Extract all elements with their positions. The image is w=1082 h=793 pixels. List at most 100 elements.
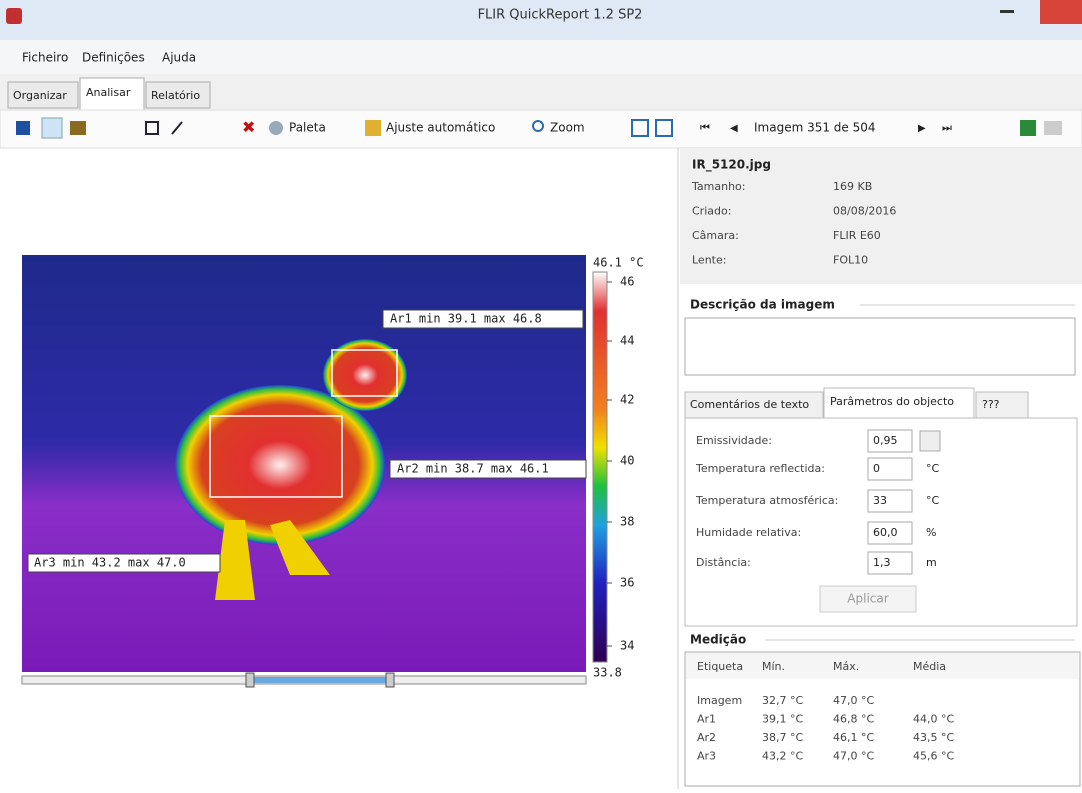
area-ar2[interactable] xyxy=(209,415,343,498)
pointer-tool[interactable] xyxy=(41,117,63,139)
line-tool[interactable] xyxy=(171,121,183,135)
palette-icon[interactable] xyxy=(269,121,283,135)
param-label: Distância: xyxy=(696,556,751,569)
box-tool[interactable] xyxy=(145,121,159,135)
tab-active[interactable] xyxy=(823,387,975,419)
table-cell: 47,0 °C xyxy=(833,750,874,763)
measurement-rows: Etiqueta Mín. Máx. Média Imagem 32,7 °C 47,0 °… xyxy=(697,660,954,763)
tab-label: Relatório xyxy=(151,89,200,102)
tab-label: Parâmetros do objecto xyxy=(830,395,954,408)
chick-body xyxy=(175,385,385,545)
close-button[interactable] xyxy=(1040,0,1082,24)
view-icon[interactable] xyxy=(655,119,673,137)
tab-label: Comentários de texto xyxy=(690,398,809,411)
param-label: Humidade relativa: xyxy=(696,526,801,539)
param-unit: m xyxy=(926,556,937,569)
toolbar-button[interactable]: Ajuste automático xyxy=(386,121,495,135)
column-header: Mín. xyxy=(762,660,785,673)
tick-label: 38 xyxy=(620,515,634,529)
section-title: Descrição da imagem xyxy=(690,298,835,312)
column-header: Etiqueta xyxy=(697,660,743,673)
slider-handle[interactable] xyxy=(385,672,395,688)
info-value: 169 KB xyxy=(833,180,872,193)
info-value: FLIR E60 xyxy=(833,229,881,242)
menu-item[interactable]: Definições xyxy=(82,51,145,65)
toolbar-button[interactable]: Paleta xyxy=(289,121,326,135)
excel-icon[interactable] xyxy=(1020,120,1036,136)
param-label: Emissividade: xyxy=(696,434,772,447)
scale-max: 46.1 °C xyxy=(593,256,644,270)
delete-icon[interactable]: ✖ xyxy=(242,118,255,137)
tick-label: 40 xyxy=(620,454,634,468)
lookup-button[interactable] xyxy=(919,430,941,452)
app-icon xyxy=(6,8,22,24)
param-value: 0 xyxy=(873,462,880,475)
chick-leg xyxy=(270,520,330,575)
table-cell: 45,6 °C xyxy=(913,750,954,763)
table-cell: 44,0 °C xyxy=(913,713,954,726)
next-button[interactable]: ▶ xyxy=(918,123,926,134)
tick-label: 36 xyxy=(620,576,634,590)
tick-label: 34 xyxy=(620,639,634,653)
param-input[interactable] xyxy=(867,457,913,481)
first-button[interactable]: ⏮ xyxy=(700,121,710,134)
file-name: IR_5120.jpg xyxy=(692,158,771,173)
param-input[interactable] xyxy=(867,551,913,575)
chick-head xyxy=(323,339,407,411)
table-cell: 32,7 °C xyxy=(762,694,803,707)
menu-item[interactable]: Ajuda xyxy=(162,51,196,65)
area-ar1[interactable] xyxy=(331,349,398,397)
minimize[interactable] xyxy=(1000,10,1014,13)
param-value: 0,95 xyxy=(873,434,898,447)
label-box xyxy=(382,309,584,329)
view-icon[interactable] xyxy=(631,119,649,137)
description-textbox[interactable] xyxy=(684,317,1076,376)
tool-icon[interactable] xyxy=(70,121,86,135)
tab[interactable] xyxy=(7,81,79,109)
apply-button[interactable] xyxy=(819,585,917,613)
table-cell: 43,2 °C xyxy=(762,750,803,763)
parameters: Emissividade: 0,95 Temperatura reflectida:… xyxy=(695,429,941,575)
table-cell: Ar1 xyxy=(697,713,716,726)
scale-min: 33.8 xyxy=(593,666,622,680)
tab[interactable] xyxy=(684,391,824,419)
button-label: Aplicar xyxy=(847,592,888,606)
table-cell: 46,1 °C xyxy=(833,731,874,744)
table-cell: 39,1 °C xyxy=(762,713,803,726)
param-input[interactable] xyxy=(867,489,913,513)
info-label: Lente: xyxy=(692,254,726,267)
range-fill xyxy=(250,677,390,683)
zoom-icon[interactable] xyxy=(532,120,544,132)
window-title: FLIR QuickReport 1.2 SP2 xyxy=(478,8,643,23)
info-label: Câmara: xyxy=(692,229,739,242)
table-cell: Ar3 xyxy=(697,750,716,763)
slider-handle[interactable] xyxy=(245,672,255,688)
prev-button[interactable]: ◀ xyxy=(730,123,738,134)
param-label: Temperatura atmosférica: xyxy=(695,494,838,507)
section-title: Medição xyxy=(690,633,746,647)
toolbar-button[interactable]: Zoom xyxy=(550,121,585,135)
tick-label: 42 xyxy=(620,393,634,407)
param-value: 1,3 xyxy=(873,556,891,569)
tab[interactable] xyxy=(975,391,1029,419)
tab[interactable] xyxy=(145,81,211,109)
table-cell: 46,8 °C xyxy=(833,713,874,726)
param-input[interactable] xyxy=(867,521,913,545)
save-icon[interactable] xyxy=(16,121,30,135)
tick-label: 44 xyxy=(620,334,634,348)
title-bar xyxy=(0,0,1082,40)
menu-item[interactable]: Ficheiro xyxy=(22,51,68,65)
auto-adjust-icon[interactable] xyxy=(365,120,381,136)
scale-ticks: 46 44 42 40 38 36 34 xyxy=(607,275,634,653)
param-input[interactable] xyxy=(867,429,913,453)
param-value: 60,0 xyxy=(873,526,898,539)
icon[interactable] xyxy=(1044,121,1062,135)
label-box xyxy=(389,459,587,479)
area-label: Ar1 min 39.1 max 46.8 xyxy=(390,312,542,326)
tab-label: ??? xyxy=(982,398,1000,411)
menu-bar xyxy=(0,40,1082,74)
info-value: 08/08/2016 xyxy=(833,205,896,218)
area-label: Ar3 min 43.2 max 47.0 xyxy=(34,556,186,570)
image-counter[interactable]: Imagem 351 de 504 xyxy=(754,121,876,135)
last-button[interactable]: ⏭ xyxy=(942,121,952,134)
